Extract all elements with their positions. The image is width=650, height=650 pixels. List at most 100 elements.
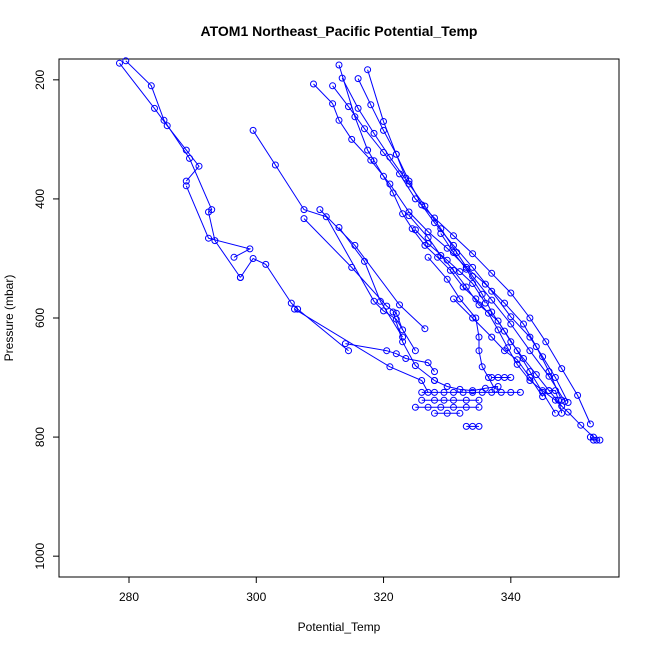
data-point: [513, 347, 521, 355]
data-point: [205, 234, 212, 242]
data-point: [558, 365, 566, 373]
data-point: [469, 250, 477, 258]
data-point: [507, 320, 515, 328]
data-point: [408, 225, 416, 233]
data-point: [456, 409, 464, 417]
data-point: [431, 388, 438, 396]
data-point: [151, 104, 158, 112]
data-point: [478, 363, 486, 371]
data-point: [450, 249, 457, 256]
data-point: [338, 74, 346, 82]
data-point: [437, 225, 445, 233]
data-point: [501, 327, 508, 335]
data-point: [450, 403, 457, 411]
data-point: [532, 343, 540, 351]
series-14: [310, 80, 566, 404]
data-point: [488, 388, 496, 396]
data-point: [380, 126, 387, 134]
data-point: [389, 308, 397, 316]
data-point: [443, 409, 451, 417]
series-29: [488, 374, 515, 381]
data-point: [488, 269, 496, 277]
series-28: [431, 377, 502, 395]
series-17: [329, 82, 594, 428]
data-point: [450, 266, 457, 274]
data-point: [469, 314, 477, 322]
data-point: [437, 230, 445, 237]
data-point: [399, 338, 407, 346]
series-line: [252, 130, 416, 351]
data-point: [462, 403, 470, 411]
series-line: [440, 233, 556, 414]
data-point: [431, 377, 438, 384]
series-22: [450, 295, 547, 401]
data-point: [399, 326, 407, 334]
data-point: [440, 396, 448, 404]
y-axis: 200 400 600 800 1000: [33, 70, 59, 570]
data-point: [586, 420, 594, 428]
data-point: [236, 274, 244, 281]
data-point: [335, 61, 343, 69]
series-8: [291, 305, 432, 396]
data-point: [405, 212, 413, 220]
series-line: [313, 83, 563, 401]
series-25: [411, 403, 483, 411]
data-point: [424, 403, 432, 411]
series-31: [586, 433, 604, 444]
series-line: [338, 64, 594, 438]
series-line: [303, 218, 404, 331]
data-point: [367, 101, 375, 109]
data-point: [116, 59, 123, 67]
series-26: [431, 409, 464, 417]
data-point: [564, 408, 572, 416]
data-point: [122, 57, 130, 65]
data-point: [507, 338, 515, 346]
series-24: [418, 396, 483, 404]
data-point: [335, 116, 343, 124]
x-tick-label: 300: [246, 590, 266, 604]
data-point: [526, 314, 534, 322]
series-4: [236, 255, 352, 355]
data-point: [431, 214, 438, 222]
y-tick-label: 1000: [33, 542, 47, 569]
data-point: [507, 388, 515, 396]
data-point: [431, 368, 438, 376]
data-point: [271, 161, 279, 169]
series-19: [411, 226, 489, 307]
data-point: [475, 403, 483, 411]
data-point: [370, 129, 378, 137]
data-point: [424, 240, 432, 248]
data-point: [421, 325, 429, 333]
data-point: [516, 388, 524, 396]
data-point: [545, 372, 553, 380]
data-point: [437, 252, 445, 259]
y-axis-label: Pressure (mbar): [2, 275, 16, 362]
data-point: [469, 263, 477, 271]
data-point: [380, 118, 387, 125]
data-point: [230, 253, 238, 261]
data-point: [555, 396, 562, 404]
data-point: [380, 149, 387, 156]
data-point: [348, 263, 356, 271]
series-23: [418, 388, 524, 396]
series-30: [545, 387, 566, 417]
data-point: [450, 241, 457, 249]
data-point: [364, 146, 372, 154]
data-point: [431, 219, 438, 227]
data-point: [405, 177, 413, 185]
data-point: [481, 280, 489, 288]
data-point: [182, 177, 190, 185]
series-line: [125, 60, 241, 278]
chart-title: ATOM1 Northeast_Pacific Potential_Temp: [201, 23, 478, 39]
data-point: [443, 275, 451, 283]
series-11: [335, 224, 407, 341]
data-point: [507, 374, 515, 381]
data-point: [478, 290, 486, 298]
data-point: [335, 224, 343, 231]
data-point: [542, 338, 550, 346]
data-point: [322, 213, 330, 221]
data-point: [186, 154, 193, 162]
data-point: [418, 201, 426, 209]
data-point: [424, 253, 432, 261]
data-point: [440, 388, 448, 396]
